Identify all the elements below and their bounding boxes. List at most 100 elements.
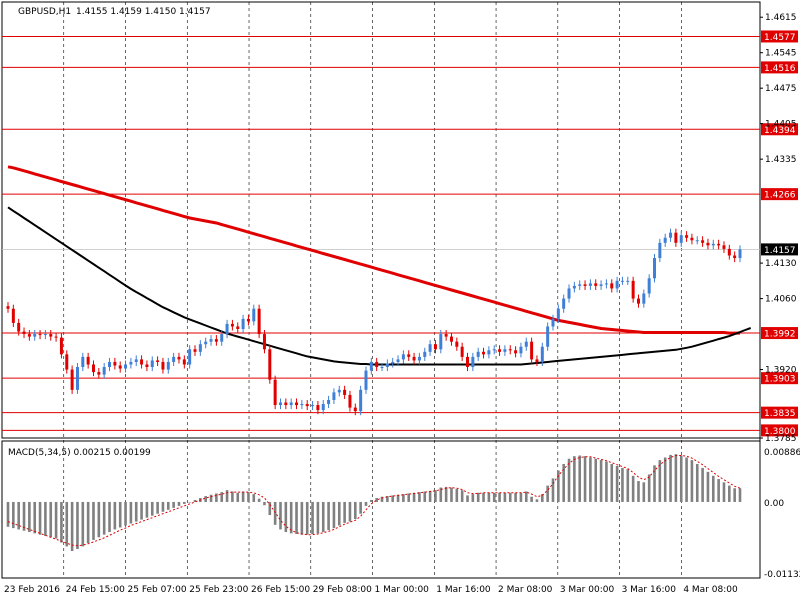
macd-bar-74 [402,494,405,502]
macd-bar-77 [418,492,421,502]
candle-body-120 [647,278,651,294]
price-tick-label-2: 1.4475 [765,84,797,94]
level-label-2: 1.4394 [764,126,796,136]
macd-bar-119 [642,482,646,502]
time-tick-label-1: 24 Feb 15:00 [66,585,125,595]
candle-body-110 [594,283,598,286]
candle-body-8 [49,334,53,337]
ma-layer [7,165,752,366]
macd-bar-25 [140,501,143,520]
macd-bar-68 [370,499,373,502]
macd-bar-88 [476,492,480,502]
macd-bar-66 [359,501,362,514]
candle-body-114 [615,280,619,289]
macd-axis-top: 0.00886 [764,448,800,458]
macd-bar-63 [343,501,346,523]
candle-body-65 [353,407,357,412]
macd-label: MACD(5,34,5) 0.00215 0.00199 [8,448,151,458]
macd-bar-132 [711,475,715,502]
candle-body-69 [375,361,379,368]
macd-bar-11 [65,501,69,547]
macd-bar-87 [471,494,475,502]
macd-bar-59 [321,501,325,533]
candle-body-36 [198,344,202,352]
macd-bar-10 [60,501,63,543]
price-tick-label-4: 1.4335 [765,155,797,165]
candle-body-97 [524,341,528,347]
candle-body-125 [674,232,678,243]
candle-body-60 [327,399,331,405]
candle-body-63 [343,389,347,395]
candle-body-80 [433,344,437,350]
macd-bar-134 [722,482,726,502]
macd-bar-55 [300,501,304,535]
level-label-3: 1.4266 [764,191,796,201]
macd-bar-29 [161,501,165,512]
macd-bar-100 [541,494,544,502]
macd-bar-17 [97,501,101,538]
candle-body-54 [295,402,299,406]
macd-bar-20 [113,501,117,530]
time-tick-label-4: 26 Feb 15:00 [251,585,310,595]
time-tick-label-0: 23 Feb 2016 [4,585,60,595]
macd-bar-33 [183,501,186,504]
macd-bar-5 [33,501,37,534]
price-tick-label-5: 1.4130 [765,259,797,269]
candle-body-7 [43,334,47,336]
candle-body-94 [508,349,512,351]
level-label-1: 1.4516 [764,64,796,74]
ma-fast-line [7,206,752,366]
macd-bar-13 [76,501,79,550]
time-tick-label-5: 29 Feb 08:00 [313,585,372,595]
macd-bar-83 [450,487,453,502]
macd-bar-62 [337,501,341,526]
macd-bar-94 [508,492,512,502]
candle-body-34 [188,349,192,365]
candle-body-35 [193,349,197,352]
macd-bar-16 [92,501,95,540]
macd-bar-30 [166,501,170,510]
level-label-bg-3 [761,188,798,201]
macd-bar-89 [482,492,485,502]
candle-body-55 [300,404,304,406]
time-tick-label-8: 2 Mar 08:00 [498,585,553,595]
price-tick-label-3: 1.4405 [765,120,797,130]
macd-bar-110 [594,458,598,502]
candle-body-48 [262,334,266,350]
macd-bar-37 [204,496,207,502]
level-label-6: 1.3835 [764,409,796,419]
macd-bar-23 [129,501,133,524]
macd-bar-98 [530,496,533,502]
candle-body-42 [230,323,234,327]
candle-body-15 [86,356,90,365]
candle-body-84 [455,341,459,347]
macd-bar-27 [150,501,154,516]
candle-body-106 [572,285,576,289]
candle-body-119 [642,293,646,304]
candle-body-22 [124,364,128,369]
candle-body-123 [663,237,667,243]
candle-body-87 [471,356,475,368]
grid-layer [63,2,682,578]
macd-bar-28 [156,501,159,514]
candle-body-131 [706,242,710,246]
candle-body-96 [519,346,523,354]
macd-bar-50 [273,501,277,525]
candle-body-88 [476,351,480,357]
macd-bar-129 [695,464,699,502]
macd-bar-52 [284,501,288,533]
macd-bar-57 [311,501,314,535]
candle-body-23 [129,361,133,365]
macd-bar-114 [615,465,619,502]
candle-body-24 [134,359,138,362]
macd-bar-121 [653,465,656,502]
candle-body-56 [305,404,309,407]
level-label-bg-7 [761,424,798,437]
candle-body-51 [278,402,282,406]
candle-body-21 [118,365,122,369]
candle-body-78 [423,351,427,357]
macd-bar-40 [220,492,224,502]
macd-bar-35 [193,499,197,502]
macd-bar-32 [177,501,181,506]
macd-bar-46 [252,494,256,502]
